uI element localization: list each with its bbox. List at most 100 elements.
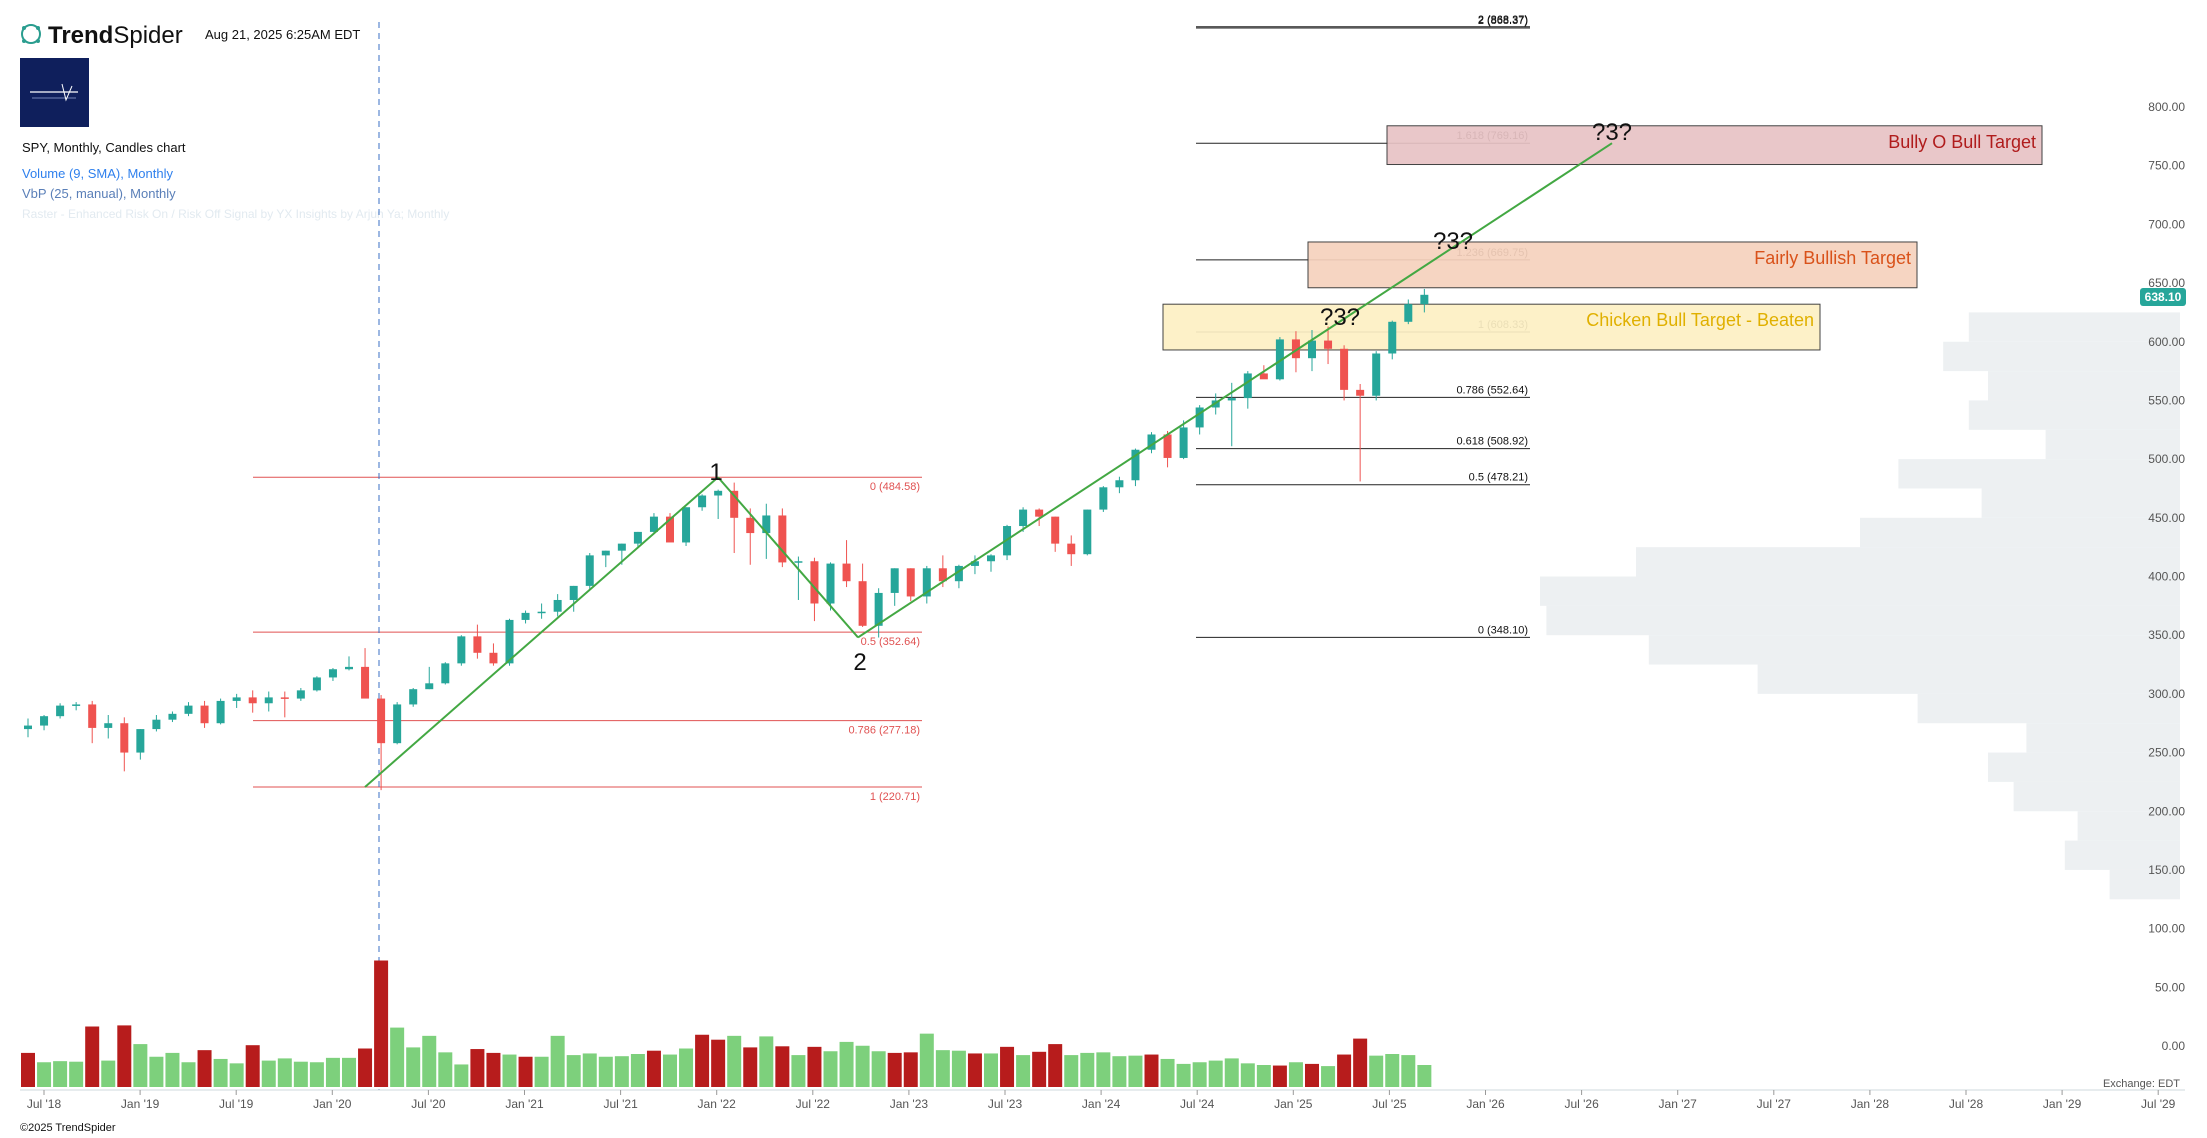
candle-body [168,713,177,720]
last-price-badge [2140,288,2186,307]
y-tick-label: 500.00 [2148,452,2185,466]
candle-body [152,719,161,730]
candle-body [842,563,851,582]
candle-body [890,568,899,593]
vbp-bar [2064,840,2180,870]
candle-body [714,490,723,496]
candle-body [938,568,947,582]
vbp-bar [1981,488,2180,518]
fib-left-label: 0.5 (352.64) [861,636,920,648]
volume-bar [951,1050,966,1087]
volume-bar [197,1050,212,1087]
y-tick-label: 250.00 [2148,746,2185,760]
volume-bar [1000,1046,1015,1087]
volume-bar [101,1060,116,1087]
volume-bars [21,960,1432,1087]
candle-body [794,561,803,563]
volume-bar [1144,1054,1159,1087]
x-tick-label: Jan '23 [890,1097,929,1111]
candle-body [1259,373,1268,380]
wave-annotation: ?3? [1320,304,1360,331]
candle-body [441,663,450,684]
volume-bar [1176,1063,1191,1087]
candle-body [280,697,289,699]
candle-body [1035,509,1044,517]
y-tick-label: 750.00 [2148,159,2185,173]
candle-body [88,704,97,728]
fib-right-label: 0.5 (478.21) [1469,472,1528,484]
volume-bar [342,1057,356,1087]
fib-left-label: 0 (484.58) [870,481,920,493]
volume-bar [1401,1055,1416,1087]
candle-body [1019,509,1028,527]
target-zone-label: Fairly Bullish Target [1754,248,1911,268]
candle-body [1131,449,1140,481]
y-tick-label: 200.00 [2148,804,2185,818]
volume-bar [325,1057,340,1087]
volume-bar [967,1053,982,1087]
candle-body [232,697,241,701]
candle-body [922,568,931,597]
volume-bar [37,1062,52,1087]
x-tick-label: Jan '27 [1659,1097,1698,1111]
candle-body [489,652,498,664]
vbp-bar [1898,459,2180,489]
x-tick-label: Jul '18 [27,1097,62,1111]
candle-body [698,495,707,508]
target-zone [1162,303,1821,351]
y-tick-label: 150.00 [2148,863,2185,877]
indicator-faded[interactable]: Raster - Enhanced Risk On / Risk Off Sig… [22,207,449,221]
candle-body [954,565,963,582]
brand-prefix: Trend [48,22,113,49]
x-tick-label: Jan '20 [313,1097,352,1111]
candle-body [104,723,113,728]
vbp-bar [2026,723,2180,753]
y-tick-label: 50.00 [2155,980,2185,994]
volume-bar [1417,1065,1432,1087]
candle-body [56,705,65,717]
volume-bar [277,1058,292,1087]
candle-body [473,636,482,653]
last-price-label: 638.10 [2145,290,2182,304]
volume-bar [743,1047,758,1087]
x-tick-label: Jan '19 [121,1097,160,1111]
vbp-bar [1757,664,2180,694]
vbp-bar [1636,547,2180,577]
fib-left-label: 1 (220.71) [870,791,920,803]
candle-body [1372,353,1381,396]
indicator-volume[interactable]: Volume (9, SMA), Monthly [22,166,173,181]
y-tick-label: 550.00 [2148,393,2185,407]
candle-body [601,550,610,556]
volume-bar [727,1035,742,1087]
vbp-bar [2109,869,2180,900]
candle-body [1340,348,1349,390]
x-tick-label: Jul '20 [411,1097,446,1111]
vbp-bar [1988,752,2180,782]
candle-body [345,666,353,670]
trendspider-logo-icon [21,24,41,44]
x-tick-label: Jan '29 [2043,1097,2082,1111]
vbp-bar [1988,371,2180,401]
candle-body [1051,516,1060,544]
indicator-vbp[interactable]: VbP (25, manual), Monthly [22,186,176,201]
volume-bar [1288,1062,1303,1087]
y-tick-label: 650.00 [2148,276,2185,290]
candle-body [377,698,386,744]
candle-body [987,555,995,562]
volume-bar [358,1048,373,1087]
volume-bar [165,1052,180,1087]
volume-bar [534,1056,549,1087]
candle-body [200,705,209,724]
volume-bar [293,1061,308,1087]
axes: 0.00 50.00 100.00 150.00 200.00 250.00 300.00 3… [20,100,2186,1111]
vbp-bar [1860,517,2180,548]
candle-body [585,555,594,586]
x-tick-label: Jul '23 [988,1097,1023,1111]
candle-body [1195,407,1204,428]
candle-body [1227,398,1236,401]
volume-bar [839,1041,854,1087]
volume-bar [711,1039,726,1087]
candle-body [633,531,642,544]
